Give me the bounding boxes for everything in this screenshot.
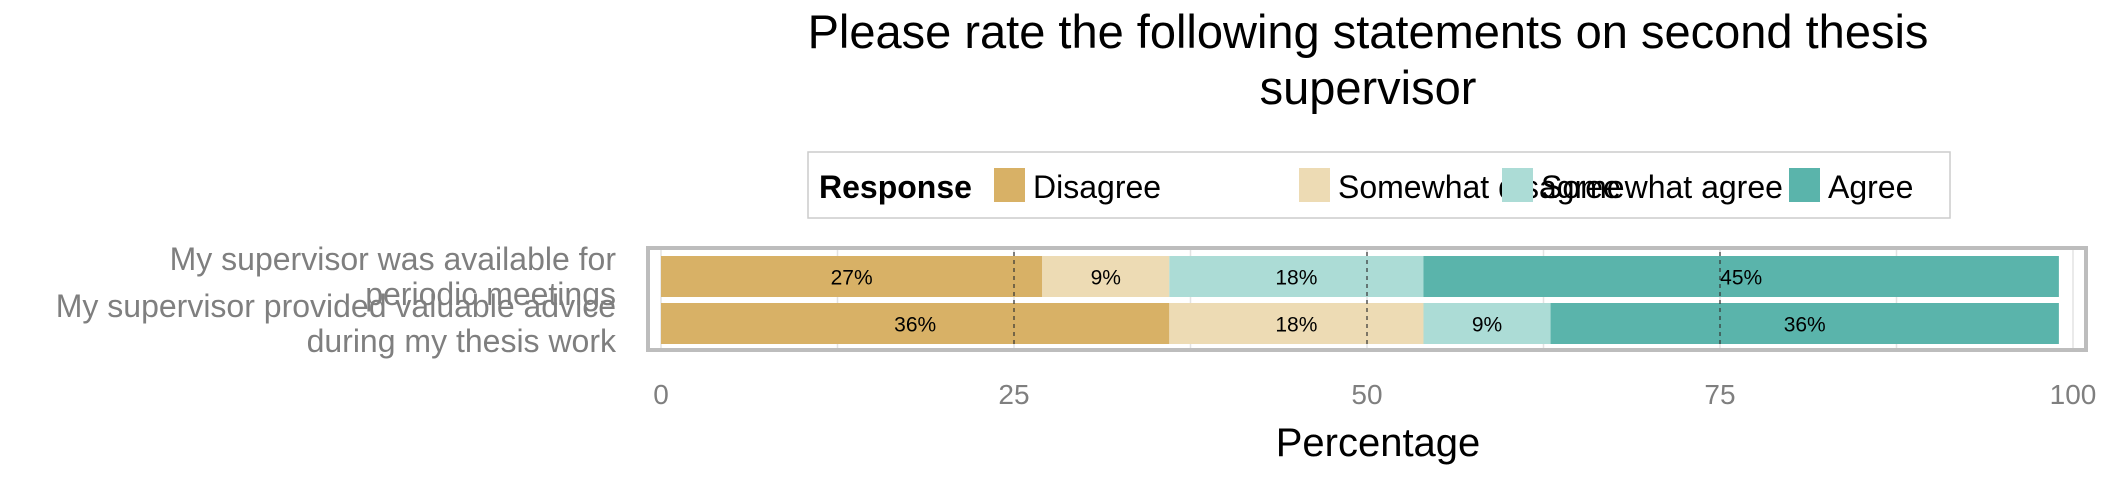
legend-key [1299,168,1330,202]
bar-segment-agree [1550,303,2059,344]
bar-value-label: 27% [831,267,873,290]
bar-value-label: 36% [1784,314,1826,337]
bar-segment-somewhat-agree [1169,256,1424,297]
legend-label: Agree [1828,169,1913,205]
panel-border [646,246,2088,352]
legend-item-somewhat-agree: Somewhat agree [1502,168,1783,205]
chart-title-line: supervisor [1260,61,1477,114]
legend-label: Disagree [1033,169,1161,205]
bar-segment-disagree [661,256,1043,297]
x-axis-title: Percentage [1276,421,1481,465]
legend: Response Disagree Somewhat disagreeSomewha… [819,168,1913,205]
legend-item-somewhat-disagree: Somewhat disagree [1299,168,1621,205]
x-tick-label: 100 [2050,379,2097,410]
x-tick-labels: 0 25 50 75 100 [653,379,2096,410]
category-label: during my thesis work [307,323,617,359]
x-tick-label: 50 [1351,379,1382,410]
panel-frame [646,246,2088,352]
legend-item-disagree: Disagree [994,168,1161,205]
bar-segment-agree [1423,256,2059,297]
x-tick-label: 0 [653,379,669,410]
chart-title: Please rate the following statements on … [808,5,1929,114]
x-tick-label: 75 [1704,379,1735,410]
bar-value-label: 9% [1091,267,1121,290]
legend-label: Somewhat agree [1541,169,1783,205]
bar-segment-somewhat-disagree [1169,303,1424,344]
legend-key [994,168,1025,202]
category-label: My supervisor was available for [170,241,617,277]
bars [661,256,2059,344]
category-label: My supervisor provided valuable advice [56,288,616,324]
bar-segment-disagree [661,303,1170,344]
bar-segment-somewhat-disagree [1042,256,1170,297]
legend-label: Somewhat disagree [1338,169,1621,205]
bar-value-label: 9% [1472,314,1502,337]
bar-value-label: 18% [1275,314,1317,337]
bar-value-label: 45% [1720,267,1762,290]
bar-segment-somewhat-agree [1423,303,1551,344]
category-label: periodic meetings [365,276,616,312]
bar-value-label: 36% [894,314,936,337]
x-tick-label: 25 [998,379,1029,410]
bar-value-label: 18% [1275,267,1317,290]
legend-title: Response [819,169,972,205]
chart-title-line: Please rate the following statements on … [808,5,1929,58]
category-labels: My supervisor was available forperiodic … [56,241,617,359]
legend-key [1502,168,1533,202]
bar-value-labels: 27% 9% 18% 45% 36% 18% 9% 36% [831,267,1826,337]
legend-item-agree: Agree [1789,168,1913,205]
legend-key [1789,168,1820,202]
